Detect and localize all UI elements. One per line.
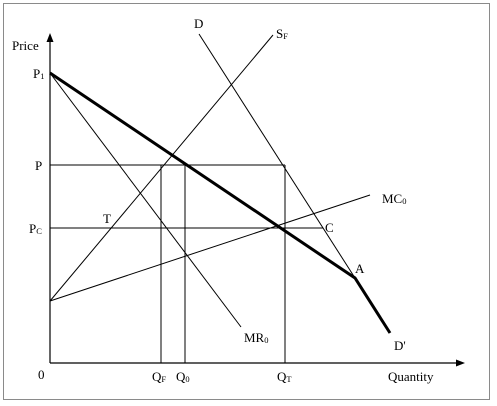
demand-curve-d: [198, 33, 356, 279]
origin-label: 0: [38, 367, 45, 382]
quantity-label-qt: QT: [277, 369, 292, 384]
price-label-pc: PC: [29, 221, 42, 236]
quantity-label-qf: QF: [152, 369, 166, 384]
mr0-curve: [49, 72, 242, 328]
curve-label-sf: SF: [276, 26, 288, 41]
y-axis-arrow: [46, 33, 54, 42]
curve-label-dprime: D': [394, 338, 406, 353]
price-label-p: P: [35, 158, 42, 173]
supply-curve-sf: [49, 34, 274, 302]
figure-frame: [3, 3, 490, 400]
curve-label-mc0: MC0: [382, 191, 406, 206]
price-label-p1: P1: [33, 66, 44, 81]
point-label-a: A: [355, 261, 365, 276]
curve-label-d: D: [194, 16, 203, 31]
x-axis-arrow: [456, 359, 465, 367]
mc0-curve: [49, 194, 371, 302]
point-label-c: C: [325, 220, 334, 235]
x-axis-label: Quantity: [388, 369, 434, 384]
curve-label-mr0: MR0: [244, 330, 268, 345]
point-label-t: T: [103, 211, 111, 226]
total-demand-curve: [49, 71, 392, 334]
y-axis-label: Price: [12, 38, 39, 53]
quantity-label-q0: Q0: [176, 369, 190, 384]
